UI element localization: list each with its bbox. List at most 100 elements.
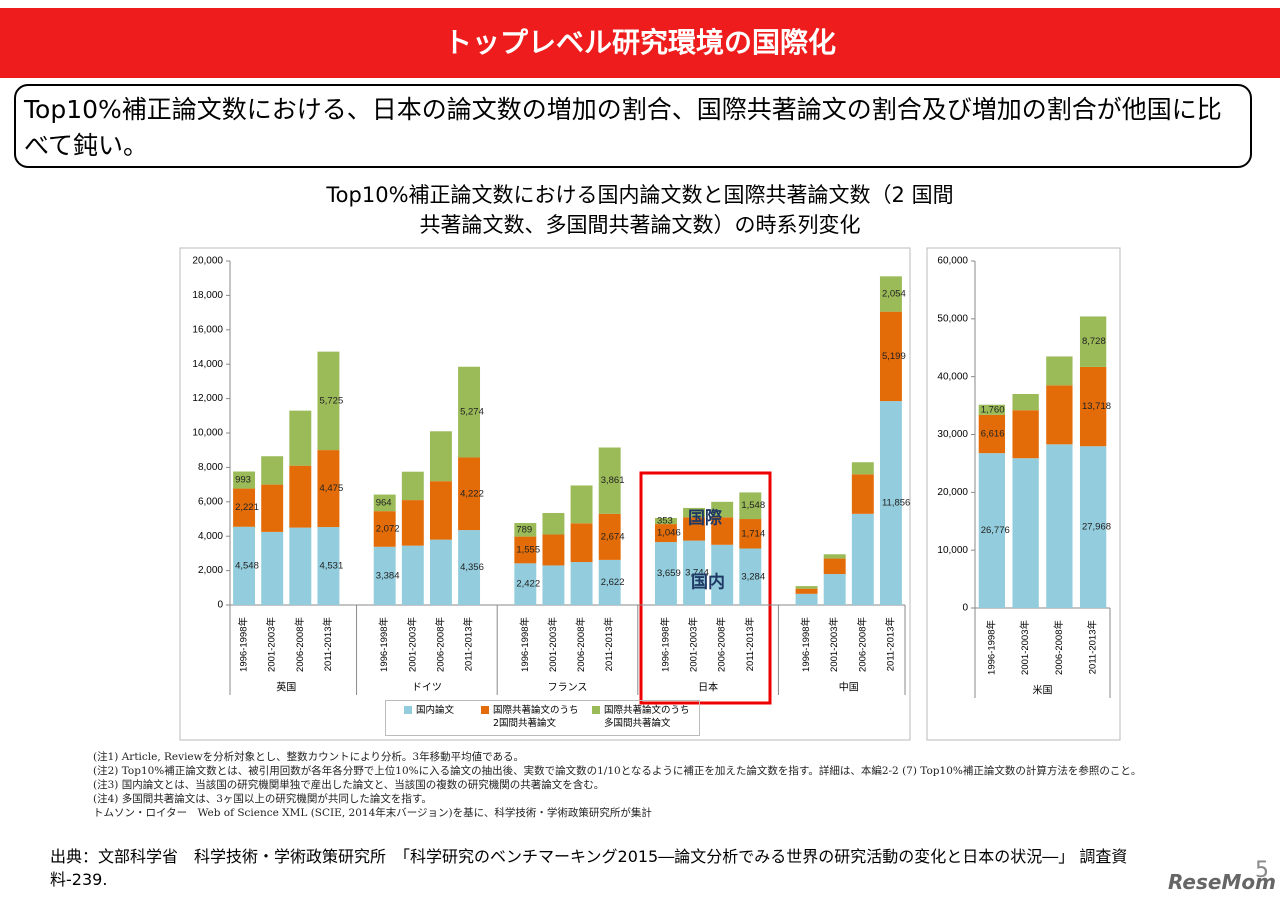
bar-segment: [654, 524, 677, 543]
data-label: 6,616: [981, 429, 1005, 440]
bar-segment: [598, 447, 621, 514]
bar-segment: [514, 523, 537, 537]
data-label: 8,728: [1082, 336, 1106, 347]
data-label: 27,968: [1082, 522, 1111, 533]
legend-item: 国際共著論文のうち 多国間共著論文: [592, 704, 690, 730]
y-tick-label: 6,000: [198, 496, 223, 507]
bar-segment: [879, 276, 902, 312]
bar-segment: [1079, 366, 1107, 447]
data-label: 5,274: [460, 407, 484, 418]
bar-segment: [542, 512, 565, 535]
bar-segment: [289, 527, 312, 605]
bar-segment: [598, 513, 621, 560]
data-label: 789: [516, 524, 532, 535]
y-tick-label: 8,000: [198, 462, 223, 473]
data-label: 1,046: [657, 528, 681, 539]
data-label: 2,072: [376, 523, 400, 534]
bar-segment: [429, 431, 452, 482]
y-tick-label: 14,000: [192, 359, 223, 370]
data-label: 2,622: [601, 577, 625, 588]
y-tick-label: 0: [962, 603, 968, 614]
data-label: 11,856: [882, 498, 910, 509]
annotation: 国内: [691, 571, 725, 591]
data-label: 4,531: [319, 561, 343, 572]
chart-frame: [926, 247, 1121, 741]
bar-segment: [683, 540, 706, 605]
legend-item: 国内論文: [404, 704, 454, 717]
x-tick-label: 2006-2008年: [434, 617, 446, 672]
y-tick-label: 10,000: [937, 545, 968, 556]
x-tick-label: 2001-2003年: [406, 617, 418, 672]
bar-segment: [429, 539, 452, 605]
note: (注2) Top10%補正論文数とは、被引用回数が各年各分野で上位10%に入る論…: [93, 765, 1142, 777]
bar-segment: [711, 517, 734, 545]
y-tick-label: 40,000: [937, 371, 968, 382]
bar-segment: [823, 558, 846, 575]
data-label: 3,384: [376, 570, 400, 581]
y-tick-label: 0: [217, 600, 223, 611]
bar-segment: [233, 471, 256, 489]
bar-segment: [851, 474, 874, 514]
bar-segment: [401, 500, 424, 546]
bar-segment: [514, 536, 537, 564]
data-label: 2,221: [235, 502, 259, 513]
bar-segment: [851, 462, 874, 475]
bar-segment: [795, 593, 818, 605]
bar-segment: [570, 562, 593, 605]
data-label: 1,760: [981, 404, 1005, 415]
y-tick-label: 16,000: [192, 324, 223, 335]
data-label: 4,475: [319, 483, 343, 494]
bar-segment: [317, 527, 340, 605]
data-label: 5,199: [882, 351, 906, 362]
bar-segment: [978, 404, 1006, 415]
bar-segment: [654, 542, 677, 605]
logo: ReseMom: [1168, 870, 1276, 894]
x-tick-label: 1996-1998年: [519, 617, 531, 672]
data-label: 1,548: [741, 500, 765, 511]
legend-swatch: [481, 706, 489, 714]
legend: 国内論文 国際共著論文のうち 2国間共著論文 国際共著論文のうち 多国間共著論文: [385, 700, 700, 736]
x-tick-label: 2006-2008年: [294, 617, 306, 672]
bar-segment: [851, 513, 874, 605]
y-tick-label: 18,000: [192, 290, 223, 301]
bar-segment: [1046, 356, 1073, 386]
bar-segment: [879, 311, 902, 402]
bar-segment: [542, 534, 565, 566]
bar-segment: [317, 351, 340, 451]
data-label: 2,422: [516, 579, 540, 590]
bar-segment: [401, 471, 424, 501]
data-label: 13,718: [1082, 401, 1111, 412]
chart-frame: [179, 247, 911, 741]
data-label: 2,054: [882, 289, 906, 300]
bar-segment: [570, 485, 593, 524]
bar-segment: [711, 501, 734, 518]
header: トップレベル研究環境の国際化: [0, 8, 1280, 78]
annotation: 国際: [688, 507, 723, 527]
x-tick-label: 1996-1998年: [659, 617, 671, 672]
bar-segment: [1079, 446, 1107, 608]
group-label: 米国: [1033, 684, 1053, 697]
bar-segment: [683, 507, 706, 518]
bar-segment: [458, 457, 481, 531]
x-tick-label: 2006-2008年: [575, 617, 587, 672]
data-label: 4,548: [235, 560, 259, 571]
bar-segment: [289, 410, 312, 466]
group-label: 中国: [839, 681, 859, 694]
summary: Top10%補正論文数における、日本の論文数の増加の割合、国際共著論文の割合及び…: [14, 84, 1252, 168]
note: トムソン・ロイター Web of Science XML (SCIE, 2014…: [93, 807, 652, 819]
x-tick-label: 2001-2003年: [547, 617, 559, 672]
highlight-box: [639, 471, 772, 705]
bar-segment: [683, 517, 706, 541]
group-label: 英国: [276, 681, 296, 694]
bar-segment: [795, 588, 818, 594]
note: (注4) 多国間共著論文は、3ヶ国以上の研究機関が共同した論文を指す。: [93, 793, 432, 805]
bar-segment: [373, 546, 396, 605]
bar-segment: [739, 519, 762, 549]
legend-swatch: [592, 706, 600, 714]
x-tick-label: 1996-1998年: [378, 617, 390, 672]
y-tick-label: 12,000: [192, 393, 223, 404]
x-tick-label: 2011-2013年: [744, 617, 756, 672]
note: (注3) 国内論文とは、当該国の研究機関単独で産出した論文と、当該国の複数の研究…: [93, 779, 605, 791]
